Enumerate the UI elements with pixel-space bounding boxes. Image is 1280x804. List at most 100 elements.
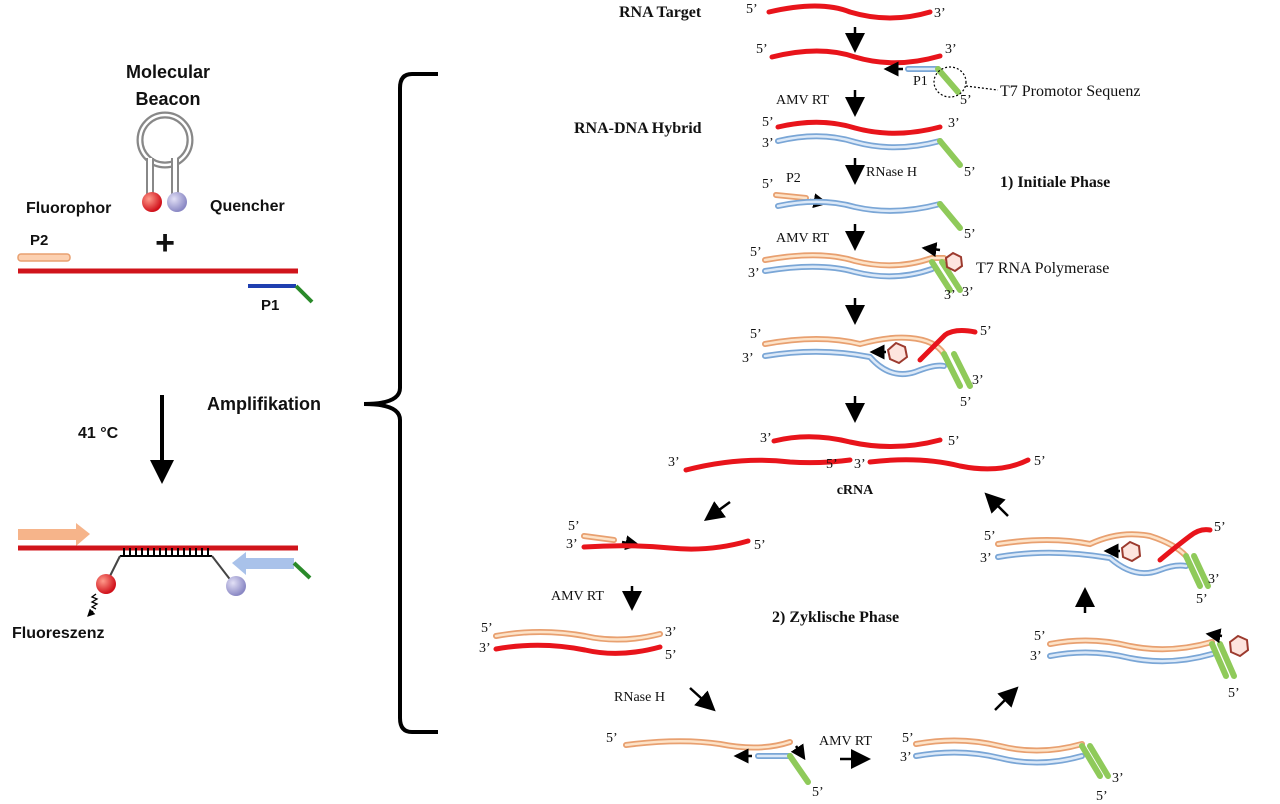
- t7-promoter-segment: [937, 201, 963, 231]
- cycle-arrow: [984, 492, 1009, 517]
- end-label: 3’: [668, 455, 680, 470]
- end-label: 5’: [750, 245, 762, 260]
- p2-label: P2: [30, 232, 48, 249]
- end-label: 5’: [756, 42, 768, 57]
- temperature-label: 41 °C: [78, 425, 119, 442]
- end-label: 3’: [980, 551, 992, 566]
- end-label: 5’: [1196, 592, 1208, 607]
- end-label: 5’: [984, 529, 996, 544]
- end-label: 3’: [1208, 572, 1220, 587]
- t7-promoter-segment: [941, 351, 963, 389]
- p1-arrow-head: [232, 552, 246, 575]
- end-label: 5’: [481, 621, 493, 636]
- quencher-dot: [167, 192, 187, 212]
- t7-polymerase-hexagon: [1120, 540, 1142, 563]
- end-label: 5’: [826, 457, 838, 472]
- step-arrow: [689, 687, 716, 712]
- end-label: 3’: [962, 285, 974, 300]
- t7-promotor-label: T7 Promotor Sequenz: [1000, 83, 1140, 100]
- t7-promoter-segment: [935, 66, 961, 95]
- p1-tail-bound: [292, 561, 312, 580]
- cyclic-nascent-rna: [1157, 527, 1213, 563]
- end-label: 3’: [944, 288, 956, 303]
- t7-promoter-segment: [1183, 553, 1203, 589]
- t7-promoter-segment: [1209, 641, 1229, 679]
- fluorophor-dot: [142, 192, 162, 212]
- t7-promoter-circle: [933, 66, 967, 98]
- reaction-arrow-head: [150, 460, 174, 484]
- end-label: 3’: [748, 266, 760, 281]
- nascent-rna: [917, 328, 978, 363]
- rnase-h-1: RNase H: [866, 165, 917, 180]
- end-label: 5’: [902, 731, 914, 746]
- quencher-dot-bound: [226, 576, 246, 596]
- crna-strand-right: [867, 457, 1031, 472]
- beacon-hybridized: [18, 523, 312, 617]
- t7-polymerase-hexagon: [944, 251, 964, 273]
- rna-dna-hybrid-label: RNA-DNA Hybrid: [574, 120, 702, 137]
- end-label: 3’: [665, 625, 677, 640]
- end-label: 3’: [1112, 771, 1124, 786]
- fluoreszenz-label: Fluoreszenz: [12, 625, 104, 642]
- end-label: 3’: [566, 537, 578, 552]
- crna-template: [581, 538, 751, 552]
- initiale-phase-label: 1) Initiale Phase: [1000, 174, 1110, 191]
- end-label: 5’: [1228, 686, 1240, 701]
- t7-promoter-segment: [937, 138, 963, 168]
- molecular-beacon-icon: [136, 111, 194, 212]
- end-label: 3’: [948, 116, 960, 131]
- zyklische-phase-label: 2) Zyklische Phase: [772, 609, 899, 626]
- t7-promoter-segment: [787, 753, 811, 785]
- t7-rna-polymerase-label: T7 RNA Polymerase: [976, 260, 1109, 277]
- curly-brace: [363, 72, 438, 734]
- left-panel: Molecular Beacon Fluorophor Quencher + P…: [12, 62, 438, 734]
- molecular-beacon-title-2: Beacon: [135, 89, 200, 109]
- end-label: 5’: [1034, 629, 1046, 644]
- end-label: 5’: [964, 165, 976, 180]
- end-label: 5’: [665, 648, 677, 663]
- end-label: 5’: [568, 519, 580, 534]
- quencher-label: Quencher: [210, 198, 285, 215]
- p2-arrow-body: [18, 529, 76, 540]
- end-label: 5’: [762, 177, 774, 192]
- end-label: 5’: [964, 227, 976, 242]
- end-label: 3’: [479, 641, 491, 656]
- end-label: 5’: [948, 434, 960, 449]
- end-label: 3’: [854, 457, 866, 472]
- end-label: 5’: [754, 538, 766, 553]
- amv-rt-1: AMV RT: [776, 93, 829, 108]
- end-label: 5’: [960, 395, 972, 410]
- rna-target-strand: [766, 3, 933, 21]
- end-label: 5’: [960, 93, 972, 108]
- amv-rt-4: AMV RT: [819, 734, 872, 749]
- p1-arrow-body: [246, 558, 294, 569]
- end-label: 5’: [762, 115, 774, 130]
- p1-label-right: P1: [913, 74, 928, 89]
- fluorophor-dot-bound: [96, 574, 116, 594]
- end-label: 3’: [762, 136, 774, 151]
- end-label: 5’: [606, 731, 618, 746]
- end-label: 3’: [1030, 649, 1042, 664]
- cycle-arrow: [994, 686, 1019, 711]
- p2-arrow-head: [76, 523, 90, 546]
- end-label: 5’: [812, 785, 824, 800]
- t7-promoter-segment: [1079, 743, 1103, 779]
- right-panel: RNA Target 5’ 3’ 5’ 3’ P1 5’ T7 Promotor…: [479, 2, 1250, 804]
- amv-rt-2: AMV RT: [776, 231, 829, 246]
- rnase-h-2: RNase H: [614, 690, 665, 705]
- cycle-arrow: [703, 500, 731, 521]
- fluorophor-label: Fluorophor: [26, 200, 111, 217]
- crna-strand-top: [771, 434, 943, 449]
- cyclic-rna: [493, 642, 663, 656]
- amv-rt-3: AMV RT: [551, 589, 604, 604]
- end-label: 3’: [742, 351, 754, 366]
- emission-squiggle: [90, 593, 99, 610]
- end-label: 5’: [746, 2, 758, 17]
- end-label: 3’: [934, 6, 946, 21]
- crna-strand-left: [683, 457, 853, 473]
- end-label: 5’: [1034, 454, 1046, 469]
- end-label: 3’: [760, 431, 772, 446]
- t7-promoter-segment: [929, 259, 953, 293]
- end-label: 5’: [980, 324, 992, 339]
